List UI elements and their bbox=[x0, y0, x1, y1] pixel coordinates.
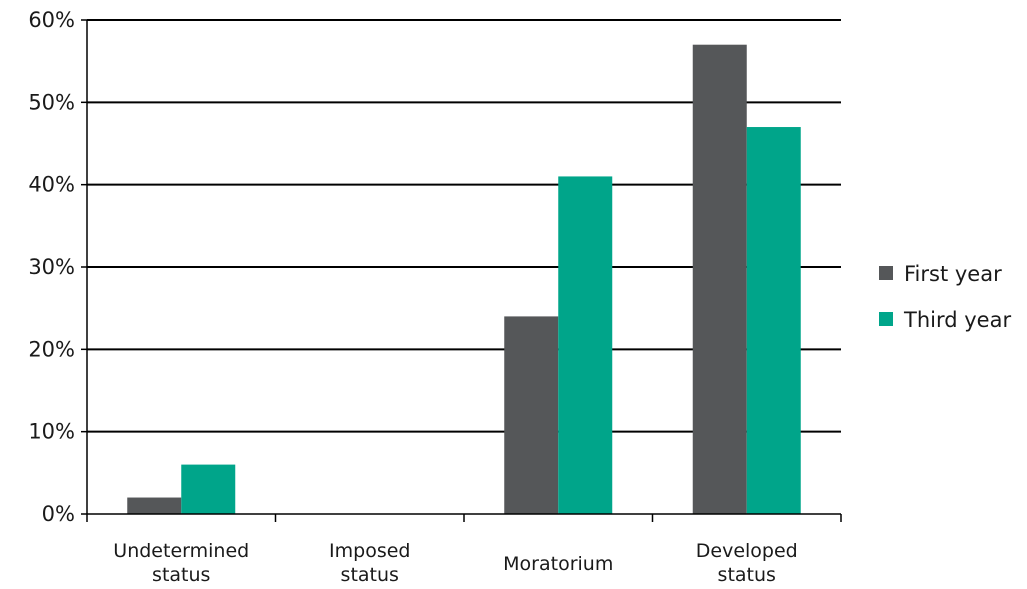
y-tick-label: 10% bbox=[28, 420, 75, 444]
y-tick-label: 40% bbox=[28, 173, 75, 197]
y-tick-label: 60% bbox=[28, 8, 75, 32]
y-tick-labels: 0% 10% 20% 30% 40% 50% 60% bbox=[28, 8, 75, 526]
bar-third-year bbox=[558, 176, 613, 514]
y-tick-label: 30% bbox=[28, 255, 75, 279]
bar-first-year bbox=[127, 497, 182, 514]
legend: First year Third year bbox=[879, 262, 1011, 332]
bar-third-year bbox=[181, 464, 236, 514]
legend-swatch bbox=[879, 266, 893, 280]
y-tick-label: 20% bbox=[28, 337, 75, 361]
x-category-label: status bbox=[152, 564, 210, 586]
bar-third-year bbox=[746, 127, 801, 515]
y-tick-label: 0% bbox=[42, 502, 75, 526]
y-tick-label: 50% bbox=[28, 90, 75, 114]
x-category-label: Developed bbox=[696, 540, 798, 562]
x-category-label: status bbox=[718, 564, 776, 586]
legend-label: Third year bbox=[903, 308, 1011, 332]
bars bbox=[127, 44, 801, 515]
x-category-label: status bbox=[341, 564, 399, 586]
x-category-label: Undetermined bbox=[113, 540, 249, 562]
legend-swatch bbox=[879, 312, 893, 326]
x-category-label: Moratorium bbox=[503, 553, 613, 575]
bar-first-year bbox=[504, 316, 559, 514]
legend-label: First year bbox=[904, 262, 1002, 286]
x-category-label: Imposed bbox=[329, 540, 410, 562]
bar-first-year bbox=[692, 44, 747, 514]
axes bbox=[81, 19, 842, 522]
